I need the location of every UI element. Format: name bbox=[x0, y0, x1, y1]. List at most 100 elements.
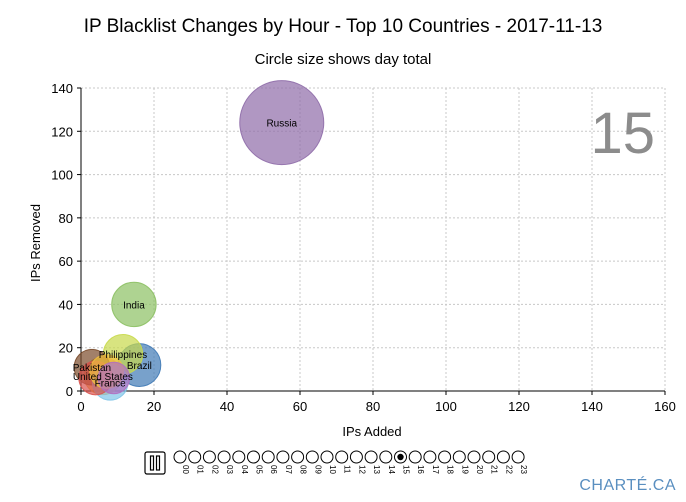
pause-icon bbox=[149, 455, 155, 471]
hour-option-10[interactable]: 10 bbox=[320, 450, 337, 474]
pause-button[interactable] bbox=[144, 451, 166, 475]
bubble-india[interactable] bbox=[111, 281, 157, 328]
hour-option-04[interactable]: 04 bbox=[232, 450, 249, 474]
hour-option-07[interactable]: 07 bbox=[276, 450, 293, 474]
hour-option-20[interactable]: 20 bbox=[467, 450, 484, 474]
hour-label: 10 bbox=[328, 465, 337, 474]
hour-radio-selected bbox=[397, 453, 404, 461]
hour-option-09[interactable]: 09 bbox=[305, 450, 322, 474]
hour-radio[interactable] bbox=[496, 450, 510, 464]
hour-radio[interactable] bbox=[261, 450, 275, 464]
hour-radio[interactable] bbox=[423, 450, 437, 464]
hour-label: 01 bbox=[196, 465, 205, 474]
hour-option-13[interactable]: 13 bbox=[364, 450, 381, 474]
pause-button-frame[interactable] bbox=[144, 451, 166, 475]
brand-logo: CHARTÉ.CA bbox=[579, 475, 676, 494]
hour-label: 11 bbox=[343, 465, 352, 474]
x-tick-label: 20 bbox=[147, 399, 161, 414]
hour-radio[interactable] bbox=[202, 450, 216, 464]
bubble-label: Pakistan bbox=[73, 363, 111, 374]
hour-label: 04 bbox=[240, 465, 249, 474]
x-tick-label: 60 bbox=[293, 399, 307, 414]
hour-option-16[interactable]: 16 bbox=[408, 450, 425, 474]
x-tick-label: 80 bbox=[366, 399, 380, 414]
current-hour-display: 15 bbox=[590, 101, 655, 166]
hour-label: 13 bbox=[372, 465, 381, 474]
y-tick-label: 140 bbox=[51, 81, 73, 96]
hour-radio[interactable] bbox=[232, 450, 246, 464]
hour-label: 15 bbox=[402, 465, 411, 474]
hour-label: 20 bbox=[475, 465, 484, 474]
chart-subtitle: Circle size shows day total bbox=[255, 51, 432, 68]
bubble-label: Brazil bbox=[127, 361, 152, 372]
hour-option-22[interactable]: 22 bbox=[496, 450, 513, 474]
x-axis-ticks: 0 20 40 60 80 100 120 140 160 bbox=[77, 391, 676, 414]
hour-option-15[interactable]: 15 bbox=[394, 450, 411, 474]
hour-radio[interactable] bbox=[482, 450, 496, 464]
x-axis-title: IPs Added bbox=[342, 424, 401, 439]
hour-label: 08 bbox=[299, 465, 308, 474]
hour-label: 21 bbox=[490, 465, 499, 474]
hour-radio[interactable] bbox=[188, 450, 202, 464]
hour-radio[interactable] bbox=[305, 450, 319, 464]
chart-title: IP Blacklist Changes by Hour - Top 10 Co… bbox=[84, 16, 603, 37]
hour-label: 18 bbox=[446, 465, 455, 474]
hour-option-05[interactable]: 05 bbox=[247, 450, 264, 474]
hour-option-03[interactable]: 03 bbox=[217, 450, 234, 474]
y-tick-label: 120 bbox=[51, 124, 73, 139]
hour-radio[interactable] bbox=[379, 450, 393, 464]
hour-radio[interactable] bbox=[276, 450, 290, 464]
hour-option-00[interactable]: 00 bbox=[173, 450, 190, 474]
x-tick-label: 0 bbox=[77, 399, 84, 414]
hour-radio[interactable] bbox=[438, 450, 452, 464]
hour-label: 19 bbox=[460, 465, 469, 474]
bubble-label: Philippines bbox=[99, 350, 147, 361]
pause-icon-bar bbox=[155, 455, 161, 471]
bubble-label: India bbox=[123, 300, 145, 311]
y-tick-label: 40 bbox=[59, 297, 73, 312]
hour-radio[interactable] bbox=[217, 450, 231, 464]
hour-slider[interactable]: 00 01 02 03 04 05 06 07 08 09 10 11 12 13 14 15 16 17 18 19… bbox=[144, 450, 528, 475]
hour-radio[interactable] bbox=[349, 450, 363, 464]
hour-option-18[interactable]: 18 bbox=[438, 450, 455, 474]
hour-radio[interactable] bbox=[511, 450, 525, 464]
hour-label: 03 bbox=[225, 465, 234, 474]
hour-option-21[interactable]: 21 bbox=[482, 450, 499, 474]
hour-option-01[interactable]: 01 bbox=[188, 450, 205, 474]
bubble-label: France bbox=[95, 378, 127, 389]
hour-label: 12 bbox=[357, 465, 366, 474]
y-tick-label: 80 bbox=[59, 211, 73, 226]
hour-option-19[interactable]: 19 bbox=[452, 450, 469, 474]
hour-label: 22 bbox=[504, 465, 513, 474]
hour-radio[interactable] bbox=[320, 450, 334, 464]
bubble-russia[interactable] bbox=[239, 80, 325, 166]
hour-option-02[interactable]: 02 bbox=[202, 450, 219, 474]
hour-option-06[interactable]: 06 bbox=[261, 450, 278, 474]
hour-label: 17 bbox=[431, 465, 440, 474]
hour-label: 14 bbox=[387, 465, 396, 474]
hour-option-11[interactable]: 11 bbox=[335, 450, 352, 474]
hour-label: 05 bbox=[255, 465, 264, 474]
hour-radio[interactable] bbox=[291, 450, 305, 464]
grid bbox=[81, 87, 666, 391]
y-tick-label: 20 bbox=[59, 341, 73, 356]
hour-label: 06 bbox=[269, 465, 278, 474]
hour-option-12[interactable]: 12 bbox=[349, 450, 366, 474]
hour-radio[interactable] bbox=[335, 450, 349, 464]
hour-label: 23 bbox=[519, 465, 528, 474]
hour-radio[interactable] bbox=[364, 450, 378, 464]
hour-radio[interactable] bbox=[452, 450, 466, 464]
hour-option-14[interactable]: 14 bbox=[379, 450, 396, 474]
hour-option-23[interactable]: 23 bbox=[511, 450, 528, 474]
hour-option-17[interactable]: 17 bbox=[423, 450, 440, 474]
bubble-unlabeled[interactable] bbox=[97, 361, 131, 395]
hour-radio[interactable] bbox=[408, 450, 422, 464]
hour-radio[interactable] bbox=[467, 450, 481, 464]
hour-radio[interactable] bbox=[173, 450, 187, 464]
x-tick-label: 160 bbox=[654, 399, 676, 414]
hour-option-08[interactable]: 08 bbox=[291, 450, 308, 474]
hour-radio[interactable] bbox=[247, 450, 260, 464]
hour-label: 16 bbox=[416, 465, 425, 474]
y-tick-label: 100 bbox=[51, 168, 73, 183]
